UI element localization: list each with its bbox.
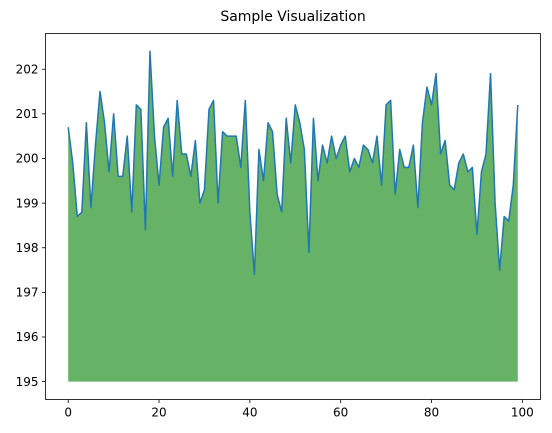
y-axis: 195 196 197 198 199 200 201 202 xyxy=(16,62,46,389)
y-tick-label: 198 xyxy=(16,241,39,255)
x-tick-label: 100 xyxy=(511,406,534,420)
plot-area xyxy=(45,33,541,400)
y-tick-label: 201 xyxy=(16,107,39,121)
x-tick-label: 40 xyxy=(242,406,257,420)
y-tick-label: 195 xyxy=(16,375,39,389)
y-tick-label: 196 xyxy=(16,330,39,344)
x-tick-label: 60 xyxy=(333,406,348,420)
area-fill-0 xyxy=(68,51,518,382)
series-line-0 xyxy=(67,50,519,276)
x-tick-label: 80 xyxy=(424,406,439,420)
y-tick-label: 202 xyxy=(16,62,39,76)
plot-frame xyxy=(45,33,541,400)
y-tick-label: 199 xyxy=(16,196,39,210)
y-tick-label: 197 xyxy=(16,286,39,300)
y-tick-label: 200 xyxy=(16,152,39,166)
x-tick-label: 0 xyxy=(64,406,72,420)
chart-title: Sample Visualization xyxy=(220,9,365,25)
x-tick-label: 20 xyxy=(151,406,166,420)
x-axis: 0 20 40 60 80 100 xyxy=(64,399,534,420)
